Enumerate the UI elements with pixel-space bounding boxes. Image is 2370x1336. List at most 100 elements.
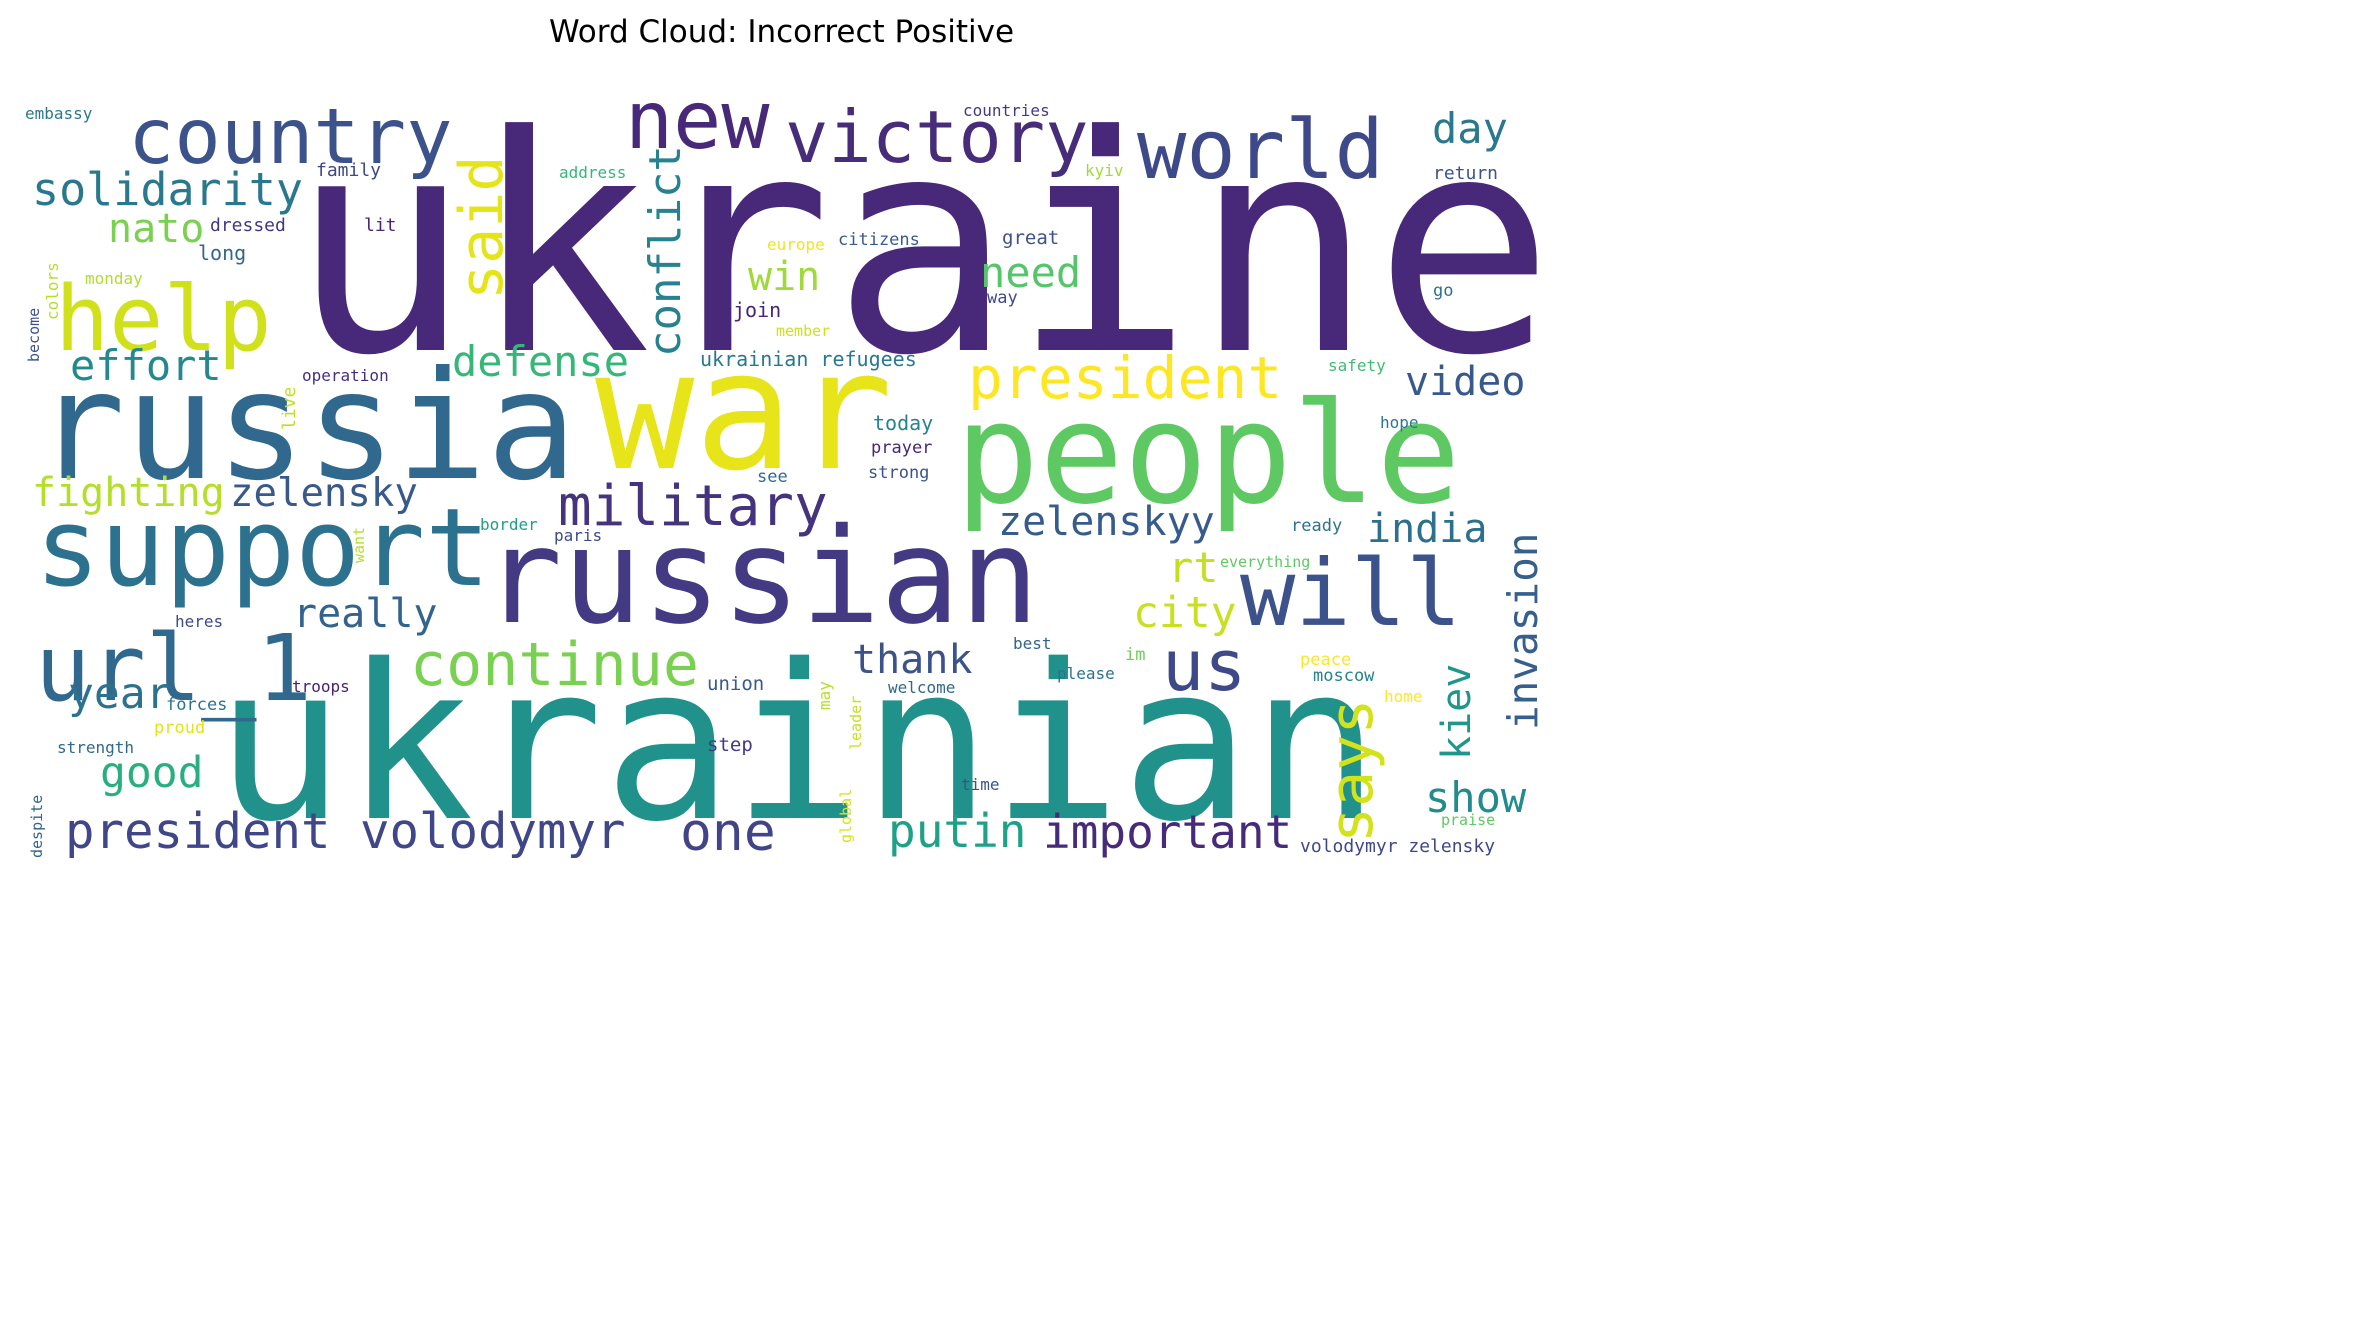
word-europe: europe — [767, 235, 825, 254]
word-border: border — [480, 515, 538, 534]
word-welcome: welcome — [888, 678, 955, 697]
word-need: need — [980, 248, 1081, 297]
word-russia: russia — [35, 340, 577, 514]
word-im: im — [1125, 645, 1145, 665]
word-go: go — [1433, 281, 1453, 301]
word-ukrainian-refugees: ukrainian refugees — [700, 347, 917, 371]
word-peace: peace — [1300, 650, 1351, 670]
word-zelensky: zelensky — [230, 471, 418, 516]
word-great: great — [1002, 227, 1059, 249]
word-monday: monday — [85, 269, 143, 288]
word-ukrainian: ukrainian — [215, 618, 1380, 869]
word-union: union — [707, 673, 764, 695]
word-putin: putin — [888, 804, 1026, 858]
word-continue: continue — [410, 630, 699, 700]
word-win: win — [748, 254, 820, 300]
word-invasion: invasion — [1499, 533, 1547, 730]
word-address: address — [559, 163, 626, 182]
word-solidarity: solidarity — [32, 163, 303, 216]
word-operation: operation — [302, 366, 389, 385]
word-proud: proud — [154, 718, 205, 738]
word-colors: colors — [43, 262, 62, 320]
word-safety: safety — [1328, 356, 1386, 375]
word-show: show — [1425, 773, 1527, 822]
word-one: one — [680, 802, 776, 863]
word-conflict: conflict — [640, 145, 691, 357]
word-time: time — [961, 775, 1000, 794]
word-troops: troops — [292, 677, 350, 696]
word-kiev: kiev — [1434, 664, 1480, 760]
word-embassy: embassy — [25, 104, 93, 123]
word-please: please — [1057, 664, 1115, 683]
word-become: become — [25, 308, 43, 362]
word-return: return — [1433, 163, 1498, 184]
word-help: help — [55, 267, 272, 372]
word-defense: defense — [452, 337, 629, 386]
word-citizens: citizens — [838, 230, 920, 250]
word-people: people — [955, 373, 1461, 536]
word-today: today — [873, 411, 933, 435]
word-nato: nato — [108, 206, 204, 252]
word-way: way — [987, 288, 1018, 308]
word-ukraine: ukraine — [290, 72, 1554, 421]
word-said: said — [447, 156, 517, 301]
word-see: see — [757, 467, 788, 487]
word-war: war — [595, 315, 893, 507]
word-countries: countries — [963, 101, 1050, 120]
word-paris: paris — [554, 526, 602, 545]
word-prayer: prayer — [871, 438, 932, 458]
word-us: us — [1162, 625, 1246, 707]
word-video: video — [1405, 359, 1525, 405]
word-important: important — [1043, 805, 1292, 859]
word-country: country — [128, 93, 453, 182]
word-day: day — [1432, 104, 1508, 153]
word-strength: strength — [57, 738, 134, 757]
word-support: support — [35, 486, 490, 611]
word-live: live — [279, 387, 300, 430]
word-military: military — [558, 474, 828, 539]
word-says: says — [1317, 699, 1387, 844]
word-india: india — [1367, 506, 1487, 552]
word-leader: leader — [847, 696, 865, 750]
word-good: good — [100, 748, 204, 798]
word-despite: despite — [28, 795, 46, 858]
word-ready: ready — [1291, 516, 1342, 536]
word-will: will — [1240, 540, 1462, 647]
word-effort: effort — [70, 341, 222, 390]
word-member: member — [776, 322, 830, 340]
word-long: long — [198, 241, 246, 265]
word-step: step — [707, 734, 753, 756]
word-thank: thank — [852, 637, 972, 683]
word-forces: forces — [166, 695, 227, 715]
word-russian: russian — [483, 500, 1039, 654]
word-want: want — [350, 527, 368, 563]
word-lit: lit — [364, 215, 397, 236]
word-family: family — [316, 160, 381, 181]
word-heres: heres — [175, 612, 223, 631]
word-rt: rt — [1168, 543, 1219, 592]
word-join: join — [733, 298, 781, 322]
chart-title: Word Cloud: Incorrect Positive — [548, 14, 1015, 50]
word-victory: victory — [785, 95, 1088, 179]
word-world: world — [1137, 103, 1384, 198]
word-dressed: dressed — [210, 215, 286, 236]
word-strong: strong — [868, 463, 929, 483]
word-everything: everything — [1220, 553, 1310, 571]
word-home: home — [1384, 687, 1423, 706]
word-new: new — [625, 74, 770, 167]
word-president: president — [968, 344, 1282, 412]
word-moscow: moscow — [1313, 666, 1375, 686]
word-city: city — [1133, 588, 1237, 638]
word-fighting: fighting — [32, 470, 225, 516]
word-year: year — [68, 669, 172, 719]
word-zelenskyy: zelenskyy — [998, 499, 1215, 545]
word-url-1: url_1 — [35, 615, 312, 722]
word-really: really — [293, 591, 438, 637]
word-volodymyr-zelensky: volodymyr zelensky — [1300, 836, 1495, 857]
word-may: may — [815, 681, 834, 710]
word-praise: praise — [1441, 811, 1495, 829]
word-hope: hope — [1380, 413, 1419, 432]
word-best: best — [1013, 634, 1052, 653]
word-president-volodymyr: president volodymyr — [65, 803, 626, 860]
